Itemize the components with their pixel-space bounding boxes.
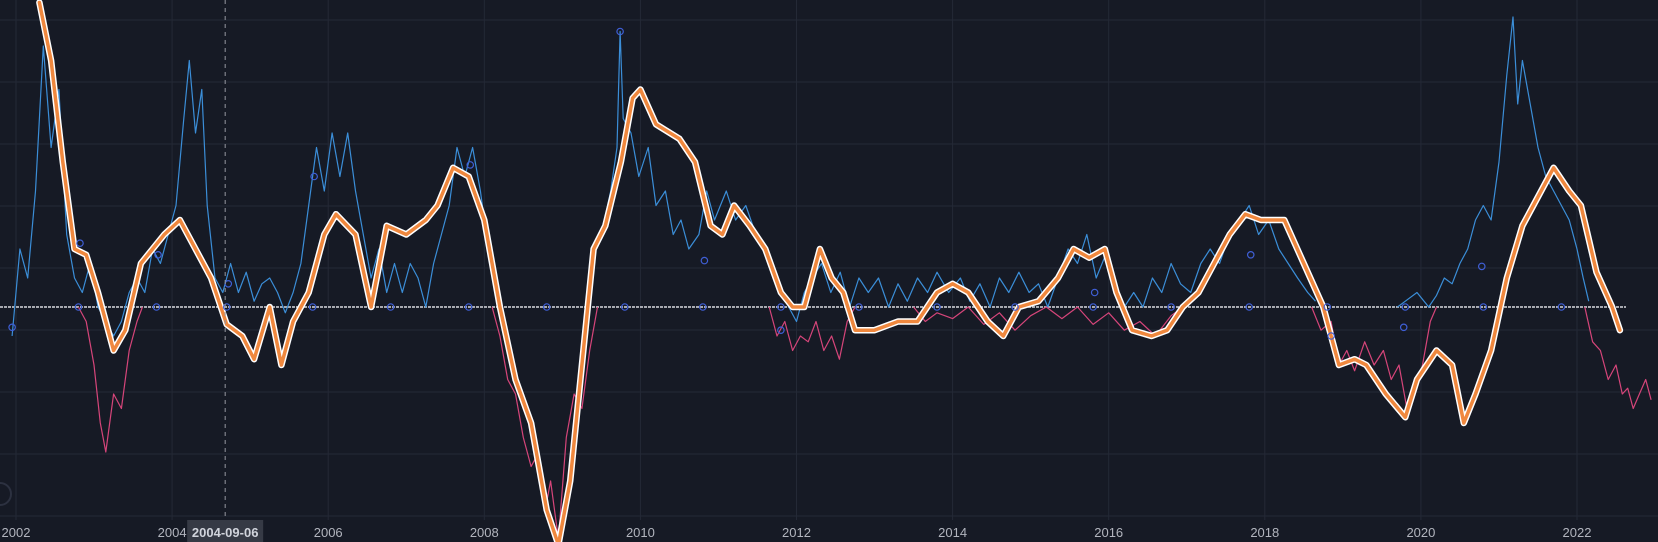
signal-marker [310, 172, 318, 181]
x-axis: 2002 2004 2006 2008 2010 2012 2014 2016 2018 2020… [2, 525, 1592, 540]
signal-marker [1479, 303, 1488, 311]
markers-group [8, 27, 1566, 340]
series-0-line [37, 0, 1622, 542]
signal-marker [1401, 303, 1410, 311]
signal-marker [1477, 262, 1486, 271]
signal-marker [620, 303, 629, 311]
x-tick-label: 2018 [1250, 525, 1279, 540]
vertical-gridlines [15, 0, 1578, 520]
signal-marker [1011, 303, 1019, 311]
signal-marker [1399, 323, 1408, 332]
signal-marker [76, 239, 84, 248]
series-7-line [913, 306, 1184, 337]
signal-marker [700, 256, 709, 265]
signal-marker [1089, 303, 1097, 311]
signal-marker [777, 326, 785, 335]
x-tick-label: 2016 [1094, 525, 1123, 540]
signal-marker [855, 303, 863, 311]
x-tick-label: 2008 [470, 525, 499, 540]
x-tick-label: 2022 [1563, 525, 1592, 540]
signal-marker [1245, 303, 1253, 311]
signal-marker [464, 303, 473, 311]
signal-marker [74, 303, 83, 311]
series-6-line [768, 306, 856, 360]
crosshair-group[interactable]: 2004-09-06 [187, 0, 264, 542]
series-2-line [600, 30, 1316, 323]
x-tick-label: 2014 [938, 525, 967, 540]
x-tick-label: 2004 [158, 525, 187, 540]
x-tick-label: 2010 [626, 525, 655, 540]
signal-marker [699, 303, 707, 311]
series-group [11, 0, 1652, 542]
signal-marker [777, 303, 785, 311]
signal-marker [542, 303, 551, 311]
corner-circle-icon [0, 482, 12, 506]
signal-marker [308, 303, 317, 311]
x-tick-label: 2006 [314, 525, 343, 540]
signal-marker [222, 303, 231, 311]
signal-marker [933, 303, 941, 311]
crosshair-date-badge [187, 520, 264, 542]
series-3-line [1397, 16, 1590, 308]
signal-marker [8, 323, 16, 332]
signal-marker [1557, 303, 1566, 311]
x-tick-label: 2020 [1406, 525, 1435, 540]
signal-marker [1327, 332, 1335, 340]
crosshair-date-label: 2004-09-06 [192, 525, 259, 540]
x-tick-label: 2002 [2, 525, 31, 540]
signal-marker [1090, 288, 1099, 297]
x-tick-label: 2012 [782, 525, 811, 540]
signal-marker [386, 303, 395, 311]
signal-marker [1323, 303, 1332, 311]
signal-marker [1246, 251, 1255, 259]
signal-marker [616, 27, 624, 36]
signal-marker [1167, 303, 1175, 311]
signal-marker [466, 161, 475, 169]
signal-marker [154, 251, 162, 259]
signal-marker [152, 303, 161, 311]
series-9-line [1584, 306, 1652, 410]
series-4-line [77, 306, 143, 453]
